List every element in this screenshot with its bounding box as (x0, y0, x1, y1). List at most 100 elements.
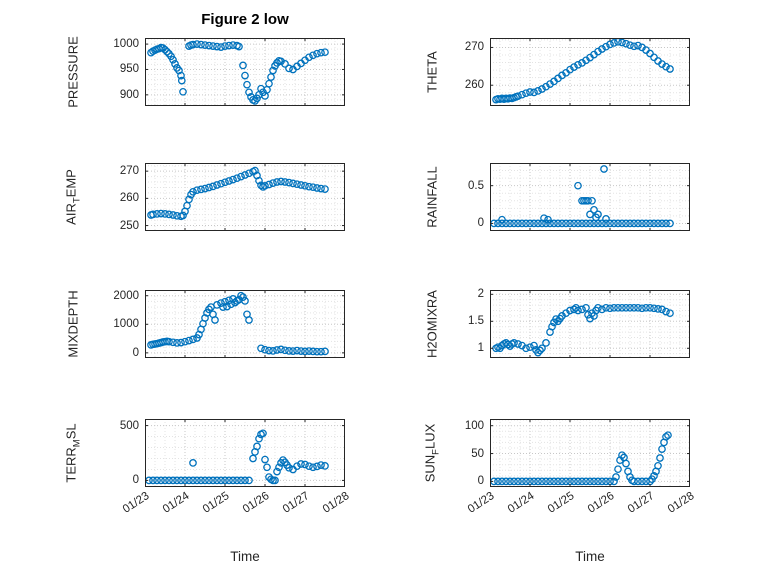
data-point-marker (285, 64, 293, 73)
data-point-marker (614, 465, 622, 474)
data-point-marker (630, 477, 638, 486)
data-point-marker (301, 460, 309, 469)
data-point-marker (313, 184, 321, 192)
data-point-marker (622, 39, 630, 48)
data-point-marker (301, 181, 309, 190)
plot-area-sun-flux (490, 419, 690, 487)
data-point-marker (157, 209, 165, 218)
data-point-marker (534, 477, 542, 486)
y-axis-label: AIRTEMP (63, 169, 83, 225)
data-point-marker (642, 303, 650, 312)
data-point-marker (221, 476, 229, 485)
data-point-marker (257, 181, 265, 190)
data-point-marker (285, 463, 293, 472)
data-point-marker (658, 445, 666, 453)
data-point-marker (522, 344, 530, 353)
plot-area-theta (490, 38, 690, 106)
data-point-marker (285, 178, 293, 187)
y-tick-label: 250 (119, 219, 139, 232)
data-point-marker (245, 169, 253, 178)
data-point-marker (650, 53, 658, 62)
data-point-marker (666, 219, 674, 228)
data-point-marker (584, 196, 592, 205)
data-point-marker (646, 49, 654, 58)
data-point-marker (542, 339, 550, 347)
data-point-marker (309, 51, 317, 60)
data-point-marker (281, 60, 289, 68)
data-point-marker (540, 214, 548, 223)
data-point-marker (502, 477, 510, 486)
x-tick-label: 01/27 (280, 490, 312, 516)
data-point-marker (309, 347, 317, 356)
y-tick-label: 270 (119, 165, 139, 178)
data-point-marker (558, 219, 566, 228)
data-point-marker (297, 347, 305, 355)
y-tick-label: 0.5 (468, 179, 484, 192)
data-point-marker (630, 303, 638, 312)
data-point-marker (269, 66, 277, 75)
data-point-marker (606, 304, 614, 313)
data-point-marker (309, 463, 317, 472)
data-point-marker (548, 322, 556, 331)
data-point-marker (209, 182, 217, 191)
y-tick-label: 50 (471, 447, 484, 460)
data-point-marker (598, 45, 606, 53)
data-point-marker (618, 219, 626, 228)
data-point-marker (666, 309, 674, 318)
data-point-marker (594, 210, 602, 219)
data-point-marker (255, 434, 263, 443)
x-tick-label: 01/28 (320, 490, 352, 516)
y-tick-label: 0 (132, 474, 139, 487)
data-point-marker (317, 184, 325, 193)
data-point-marker (522, 477, 530, 486)
data-point-marker (225, 476, 233, 485)
data-point-marker (498, 477, 506, 486)
data-point-marker (522, 219, 530, 228)
data-point-marker (546, 477, 554, 486)
data-point-marker (265, 79, 273, 88)
x-tick-label: 01/26 (585, 490, 617, 516)
data-point-marker (243, 80, 251, 89)
data-point-marker (510, 219, 518, 228)
data-point-marker (566, 306, 574, 315)
data-point-marker (614, 303, 622, 312)
data-point-marker (289, 347, 297, 355)
data-point-marker (189, 40, 197, 49)
data-point-marker (259, 429, 267, 438)
y-axis-label: H2OMIXRA (424, 290, 440, 358)
data-point-marker (662, 432, 670, 441)
data-point-marker (301, 347, 309, 356)
data-point-marker (269, 179, 277, 187)
data-point-marker (273, 346, 281, 354)
data-point-marker (574, 306, 582, 315)
y-tick-label: 1000 (113, 38, 139, 51)
data-point-marker (654, 305, 662, 313)
data-point-marker (534, 348, 542, 357)
data-point-marker (277, 345, 285, 354)
data-point-marker (606, 40, 614, 49)
y-tick-label: 2 (477, 288, 484, 301)
y-tick-label: 1 (477, 342, 484, 355)
plot-area-h2omixra (490, 290, 690, 358)
data-point-marker (179, 211, 187, 220)
subplot-h2omixra: 1 1.5 2 H2OMIXRA (425, 288, 690, 358)
data-point-marker (313, 462, 321, 471)
data-point-marker (646, 303, 654, 312)
data-point-marker (185, 476, 193, 485)
y-tick-label: 950 (119, 63, 139, 76)
data-point-marker (588, 196, 596, 205)
data-point-marker (169, 476, 177, 485)
data-point-marker (662, 219, 670, 228)
data-point-marker (321, 462, 329, 470)
plot-area-air-temp (145, 163, 345, 231)
y-axis-label: SUNFLUX (422, 423, 442, 483)
x-tick-label: 01/25 (545, 490, 577, 516)
data-point-marker (279, 456, 287, 464)
data-point-marker (530, 477, 538, 486)
subplot-theta: 260 270 THETA (425, 38, 690, 106)
data-point-marker (570, 219, 578, 228)
data-point-marker (578, 477, 586, 486)
data-point-marker (209, 476, 217, 485)
data-point-marker (622, 459, 630, 468)
data-point-marker (185, 195, 193, 204)
